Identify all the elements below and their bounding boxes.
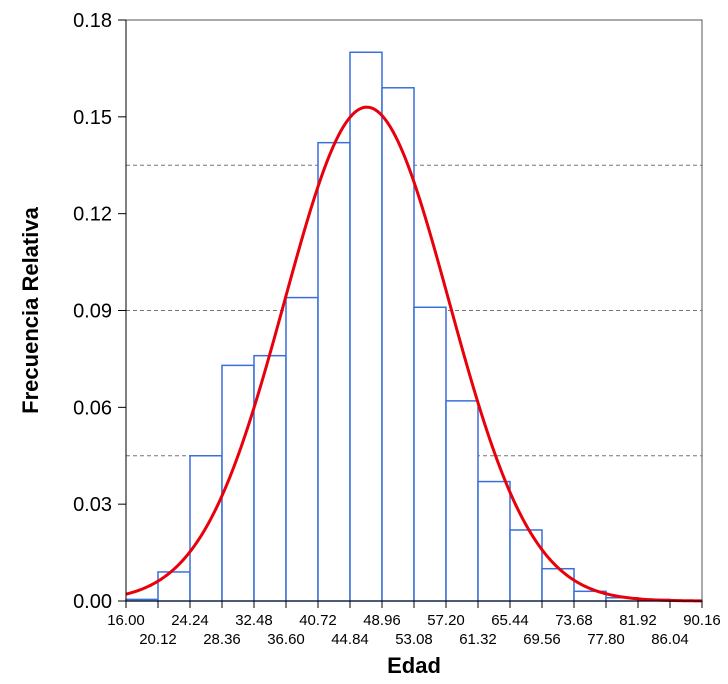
histogram-bar — [349, 51, 383, 602]
x-tick-label: 81.92 — [619, 612, 657, 629]
x-tick-label: 90.16 — [683, 612, 721, 629]
y-axis-title: Frecuencia Relativa — [18, 206, 43, 413]
x-tick-label: 65.44 — [491, 612, 529, 629]
normal-curve — [125, 105, 703, 603]
x-tick-label: 16.00 — [107, 612, 145, 629]
x-tick-label: 61.32 — [459, 631, 497, 648]
histogram-bar — [317, 141, 351, 602]
x-tick-label: 69.56 — [523, 631, 561, 648]
histogram-bars — [125, 51, 703, 602]
x-tick-label: 40.72 — [299, 612, 337, 629]
histogram-bar — [285, 296, 319, 602]
x-tick-label: 86.04 — [651, 631, 689, 648]
x-tick-label: 77.80 — [587, 631, 625, 648]
x-tick-label: 73.68 — [555, 612, 593, 629]
histogram-bar — [445, 400, 479, 602]
y-tick-label: 0.00 — [73, 591, 112, 613]
histogram-bar — [477, 480, 511, 602]
x-tick-label: 20.12 — [139, 631, 177, 648]
x-tick-label: 44.84 — [331, 631, 369, 648]
y-tick-label: 0.06 — [73, 397, 112, 419]
y-axis: 0.00 0.03 0.06 0.09 0.12 0.15 0.18 — [73, 10, 127, 613]
x-axis-title: Edad — [387, 653, 441, 678]
x-axis: 16.00 24.24 32.48 40.72 48.96 57.20 65.44 73.68… — [107, 600, 721, 648]
y-tick-label: 0.09 — [73, 301, 112, 323]
x-tick-label: 53.08 — [395, 631, 433, 648]
x-tick-label: 57.20 — [427, 612, 465, 629]
x-tick-label: 48.96 — [363, 612, 401, 629]
y-tick-label: 0.18 — [73, 10, 112, 32]
histogram-bar — [541, 567, 575, 602]
x-tick-label: 36.60 — [267, 631, 305, 648]
y-tick-label: 0.15 — [73, 107, 112, 129]
y-tick-label: 0.03 — [73, 494, 112, 516]
x-tick-label: 32.48 — [235, 612, 273, 629]
histogram-bar — [413, 306, 447, 602]
histogram-bar — [381, 87, 415, 602]
x-tick-label: 28.36 — [203, 631, 241, 648]
y-tick-label: 0.12 — [73, 204, 112, 226]
x-tick-label: 24.24 — [171, 612, 209, 629]
